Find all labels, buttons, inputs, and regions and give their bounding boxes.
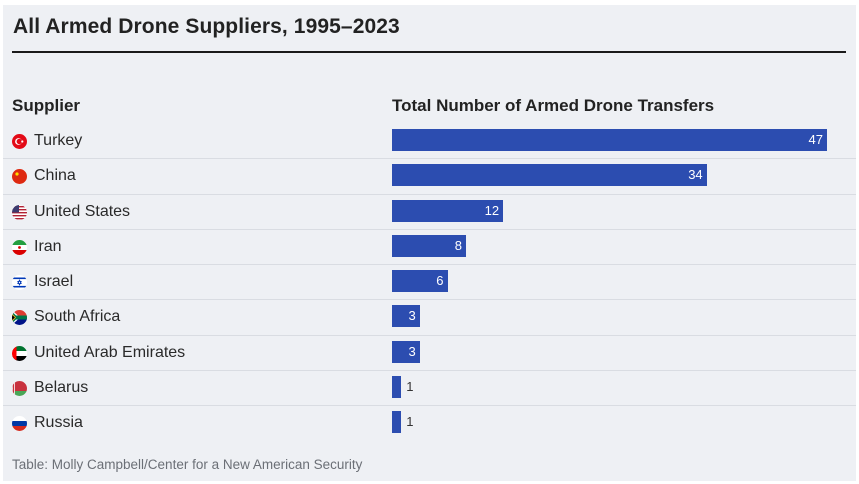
source-note: Table: Molly Campbell/Center for a New A…: [12, 457, 363, 472]
uae-flag-icon: [12, 345, 27, 361]
russia-flag-icon: [12, 416, 27, 432]
supplier-label: Belarus: [34, 379, 89, 397]
bar: [392, 340, 420, 363]
title-divider: [12, 51, 846, 53]
bar: [392, 234, 467, 257]
bar-value-label: 6: [436, 273, 444, 289]
bar: [392, 376, 402, 399]
bar-value-label: 1: [406, 379, 414, 395]
bar: [392, 164, 707, 187]
bar-value-label: 1: [406, 414, 414, 430]
supplier-label: Israel: [34, 273, 74, 291]
table-row: Turkey 47: [3, 124, 856, 160]
israel-flag-icon: [12, 275, 27, 291]
table-row: Belarus 1: [3, 371, 856, 407]
bar-value-label: 3: [408, 343, 416, 359]
supplier-label: South Africa: [34, 308, 121, 326]
bar-value-label: 8: [454, 237, 463, 253]
bar-value-label: 47: [808, 132, 823, 147]
south-africa-flag-icon: [12, 310, 27, 326]
table-row: South Africa 3: [3, 300, 856, 336]
chart-panel: All Armed Drone Suppliers, 1995–2023 Sup…: [3, 5, 856, 481]
table-row: United States 12: [3, 195, 856, 230]
iran-flag-icon: [12, 239, 27, 255]
bar: [392, 305, 420, 328]
table-row: Iran 8: [3, 230, 856, 266]
table-row: United Arab Emirates 3: [3, 336, 856, 372]
bar: [392, 129, 827, 151]
table-row: Russia 1: [3, 406, 856, 440]
supplier-label: Iran: [34, 237, 62, 255]
total-column-header: Total Number of Armed Drone Transfers: [392, 96, 715, 115]
supplier-label: Russia: [34, 414, 83, 432]
belarus-flag-icon: [12, 381, 27, 397]
bar-value-label: 34: [688, 167, 703, 183]
table-rows: Turkey 47 China 34 United States 12 Iran 8 Israe…: [3, 124, 856, 441]
supplier-label: United States: [34, 202, 131, 220]
bar-value-label: 12: [484, 202, 500, 218]
china-flag-icon: [12, 169, 27, 185]
supplier-column-header: Supplier: [12, 96, 81, 115]
table-row: China 34: [3, 159, 856, 195]
bar: [392, 199, 504, 222]
bar: [392, 270, 448, 293]
bar: [392, 411, 402, 434]
supplier-label: Turkey: [34, 132, 83, 149]
supplier-label: United Arab Emirates: [34, 343, 186, 361]
bar-value-label: 3: [408, 308, 416, 324]
united-states-flag-icon: [12, 204, 27, 220]
turkey-flag-icon: [12, 134, 27, 149]
table-row: Israel 6: [3, 265, 856, 301]
supplier-label: China: [34, 167, 76, 185]
chart-title: All Armed Drone Suppliers, 1995–2023: [13, 15, 400, 38]
